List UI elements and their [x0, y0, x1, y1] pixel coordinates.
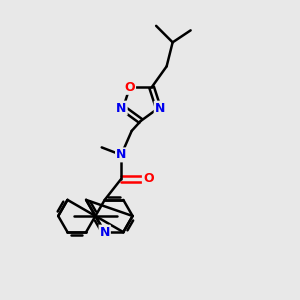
Text: N: N: [155, 102, 165, 115]
Text: O: O: [143, 172, 154, 185]
Text: N: N: [116, 102, 127, 115]
Text: O: O: [124, 81, 135, 94]
Text: N: N: [116, 148, 126, 161]
Text: N: N: [100, 226, 110, 238]
